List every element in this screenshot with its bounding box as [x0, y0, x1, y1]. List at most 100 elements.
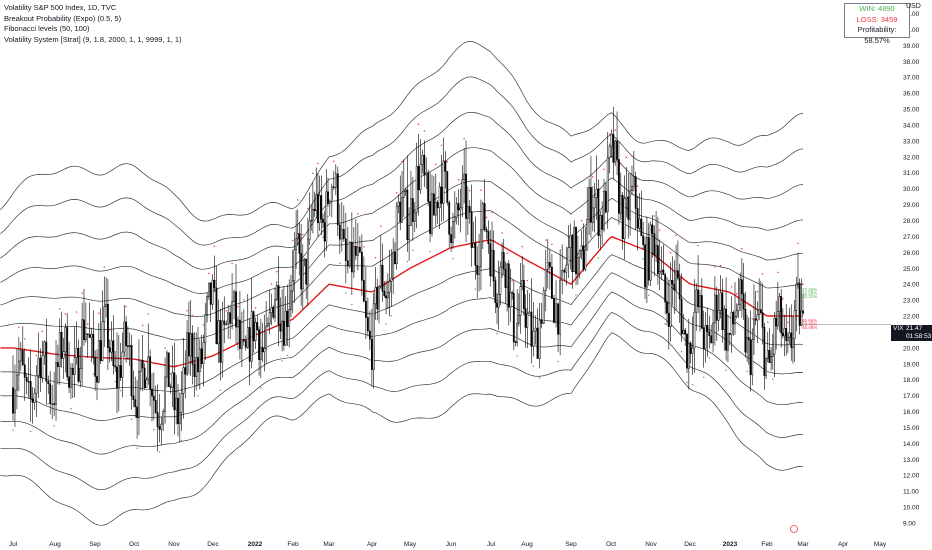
candle-body — [295, 238, 298, 250]
candle-body — [112, 340, 115, 367]
signal-dot-green — [158, 451, 161, 453]
indicator-legend: Volatility S&P 500 Index, 1D, TVC Breako… — [4, 3, 182, 45]
price-tick-label: 20.00 — [903, 345, 920, 352]
candle-body — [555, 303, 557, 323]
candle-body — [108, 347, 111, 353]
candle-body — [66, 327, 69, 378]
candle-body — [532, 330, 535, 347]
candle-body — [481, 203, 484, 231]
signal-dot-red — [636, 185, 639, 187]
candle-body — [125, 321, 127, 346]
candle-body — [188, 332, 190, 357]
candle-body — [504, 268, 507, 288]
candle-body — [227, 312, 230, 325]
signal-dot-red — [714, 265, 716, 268]
candle-body — [655, 245, 657, 256]
candle-body — [81, 319, 84, 369]
candle-body — [116, 366, 118, 389]
candle-body — [132, 395, 135, 400]
candle-body — [31, 398, 34, 403]
candle-body — [413, 211, 416, 222]
signal-dot-red — [468, 189, 471, 192]
candle-body — [323, 222, 326, 242]
candle-body — [12, 387, 14, 414]
candle-body — [713, 294, 716, 324]
candle-body — [468, 206, 471, 212]
price-tick-label: 14.00 — [903, 441, 920, 448]
signal-dot-red — [297, 199, 299, 201]
price-tick-label: 23.00 — [903, 298, 920, 305]
candle-body — [206, 296, 208, 315]
candle-body — [233, 291, 235, 302]
candle-body — [374, 286, 377, 305]
candle-body — [296, 233, 299, 239]
candle-body — [763, 327, 766, 376]
candle-body — [62, 351, 65, 359]
candle-body — [735, 310, 738, 317]
candle-body — [320, 195, 323, 220]
candle-body — [521, 279, 524, 287]
candle-body — [536, 327, 539, 359]
indicator-breakout[interactable]: Breakout Probability (Expo) (0.5, 5) — [4, 13, 122, 23]
candle-body — [123, 321, 126, 353]
candle-body — [682, 329, 685, 335]
candle-body — [356, 246, 359, 256]
signal-dot-red — [81, 292, 83, 294]
currency-label[interactable]: USD — [906, 3, 921, 10]
signal-dot-red — [756, 291, 759, 293]
price-tick-label: 9.00 — [903, 521, 916, 528]
event-marker-icon[interactable] — [790, 525, 798, 533]
candle-body — [376, 286, 379, 310]
signal-dot-red — [457, 179, 460, 181]
mid-band-line — [0, 235, 803, 368]
candle-body — [766, 350, 769, 359]
candle-body — [671, 280, 674, 285]
candle-body — [465, 173, 467, 219]
signal-dot-red — [501, 232, 503, 234]
signal-dot-red — [446, 161, 449, 163]
candle-body — [362, 279, 365, 302]
candle-body — [640, 218, 643, 237]
candle-body — [421, 154, 424, 165]
candle-body — [586, 219, 589, 251]
candle-body — [478, 266, 480, 275]
time-tick-label: Aug — [521, 541, 533, 548]
candle-body — [776, 311, 779, 327]
candle-body — [225, 323, 228, 326]
candle-body — [265, 325, 268, 349]
candle-body — [281, 320, 284, 332]
candle-body — [530, 311, 533, 347]
candle-body — [466, 206, 469, 219]
candle-body — [305, 258, 308, 285]
signal-dot-red — [86, 323, 89, 325]
signal-dot-red — [620, 162, 622, 164]
candle-body — [623, 198, 626, 239]
candle-body — [427, 172, 430, 202]
candle-body — [516, 322, 519, 343]
candle-body — [223, 320, 226, 325]
candle-body — [678, 277, 681, 300]
candle-body — [758, 309, 761, 315]
signal-dot-red — [291, 239, 294, 242]
candle-body — [702, 328, 705, 350]
signal-dot-green — [686, 381, 688, 384]
candle-body — [402, 191, 405, 198]
candle-body — [322, 218, 324, 223]
indicator-volatility-system[interactable]: Volatility System [Strat] (9, 1.8, 2000,… — [4, 34, 182, 44]
signal-dot-red — [202, 324, 205, 326]
candle-body — [434, 202, 437, 216]
candle-body — [388, 281, 391, 293]
candle-body — [634, 176, 637, 209]
candle-body — [364, 300, 367, 318]
indicator-fibonacci[interactable]: Fibonacci levels (50, 100) — [4, 24, 90, 33]
candle-body — [195, 357, 198, 378]
candle-body — [717, 310, 720, 321]
candle-body — [258, 329, 260, 360]
candle-body — [616, 140, 618, 160]
candle-body — [352, 246, 355, 273]
candle-body — [379, 264, 382, 287]
candle-body — [514, 341, 517, 343]
symbol-title[interactable]: Volatility S&P 500 Index, 1D, TVC — [4, 3, 117, 12]
candle-body — [723, 308, 726, 331]
